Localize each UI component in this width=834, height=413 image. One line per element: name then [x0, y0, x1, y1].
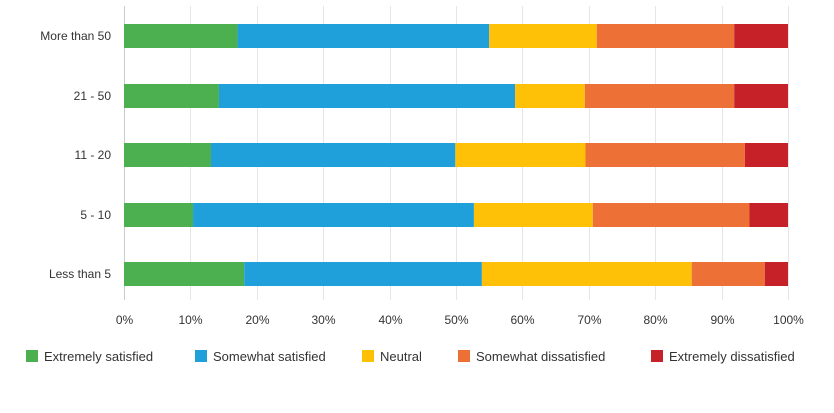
- legend-label: Extremely satisfied: [44, 349, 153, 364]
- legend-label: Neutral: [380, 349, 422, 364]
- x-tick-label: 70%: [577, 313, 601, 327]
- bar-segment: [124, 262, 245, 286]
- x-tick-label: 60%: [510, 313, 534, 327]
- category-label: 5 - 10: [80, 208, 111, 222]
- legend-swatch: [195, 350, 207, 362]
- legend-item: Neutral: [362, 349, 422, 364]
- legend-swatch: [651, 350, 663, 362]
- legend-label: Extremely dissatisfied: [669, 349, 795, 364]
- legend-item: Extremely dissatisfied: [651, 349, 795, 364]
- legend-label: Somewhat satisfied: [213, 349, 326, 364]
- category-label: 21 - 50: [74, 89, 112, 103]
- bar-segment: [585, 143, 745, 167]
- bar-segment: [744, 143, 788, 167]
- bar-segment: [124, 203, 194, 227]
- x-tick-label: 10%: [178, 313, 202, 327]
- x-tick-label: 20%: [245, 313, 269, 327]
- bar-segment: [218, 84, 516, 108]
- bar-segment: [734, 24, 788, 48]
- legend-label: Somewhat dissatisfied: [476, 349, 605, 364]
- bar-segment: [592, 203, 750, 227]
- legend-item: Extremely satisfied: [26, 349, 153, 364]
- x-tick-label: 100%: [773, 313, 804, 327]
- bar-segment: [237, 24, 490, 48]
- bar-segment: [691, 262, 765, 286]
- category-label: More than 50: [40, 29, 111, 43]
- x-tick-label: 40%: [378, 313, 402, 327]
- bar-segment: [481, 262, 692, 286]
- x-tick-label: 80%: [643, 313, 667, 327]
- bar-segment: [489, 24, 597, 48]
- legend-item: Somewhat satisfied: [195, 349, 326, 364]
- category-label: Less than 5: [49, 267, 111, 281]
- bar-segment: [734, 84, 788, 108]
- bar-segment: [473, 203, 593, 227]
- bar-segment: [124, 84, 219, 108]
- category-label: 11 - 20: [75, 148, 112, 162]
- bar-segment: [515, 84, 585, 108]
- x-tick-label: 0%: [116, 313, 134, 327]
- bar-segment: [124, 143, 211, 167]
- legend-swatch: [26, 350, 38, 362]
- x-tick-label: 90%: [710, 313, 734, 327]
- bar-segment: [596, 24, 735, 48]
- bar-segment: [455, 143, 586, 167]
- x-tick-label: 50%: [444, 313, 468, 327]
- bar-segment: [584, 84, 735, 108]
- legend-swatch: [458, 350, 470, 362]
- bar-segment: [764, 262, 788, 286]
- bar-segment: [193, 203, 474, 227]
- bar-segment: [749, 203, 788, 227]
- bar-segment: [124, 24, 238, 48]
- bar-segment: [210, 143, 456, 167]
- bar-segment: [244, 262, 482, 286]
- x-tick-label: 30%: [311, 313, 335, 327]
- legend-swatch: [362, 350, 374, 362]
- legend-item: Somewhat dissatisfied: [458, 349, 605, 364]
